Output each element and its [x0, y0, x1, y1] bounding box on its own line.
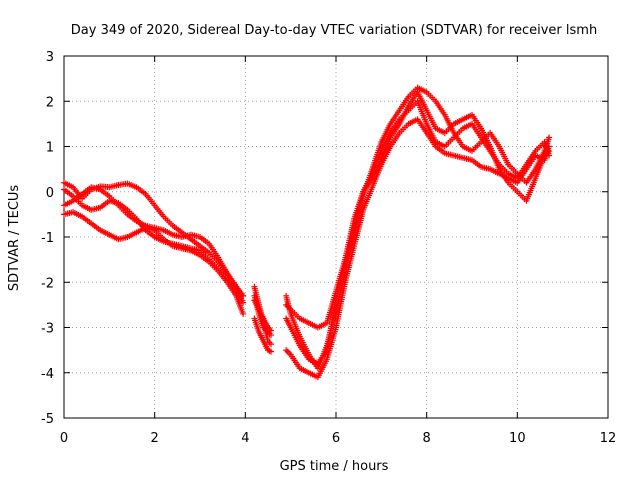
data-point [240, 299, 247, 306]
data-point [546, 134, 553, 141]
y-tick-label: 2 [46, 95, 54, 110]
x-tick-label: 8 [423, 431, 431, 446]
y-tick-label: -5 [41, 412, 54, 427]
x-tick-label: 10 [509, 431, 526, 446]
data-point [546, 148, 553, 155]
x-axis-label: GPS time / hours [280, 459, 389, 474]
chart-title: Day 349 of 2020, Sidereal Day-to-day VTE… [71, 23, 597, 38]
y-tick-label: -1 [41, 231, 54, 246]
x-tick-label: 6 [332, 431, 340, 446]
y-tick-label: 0 [46, 186, 54, 201]
y-tick-label: 3 [46, 50, 54, 65]
data-point [268, 341, 275, 348]
y-tick-label: -3 [41, 322, 54, 337]
series-track-8 [251, 89, 553, 367]
data-point [240, 292, 247, 299]
data-point [240, 310, 247, 317]
y-tick-label: -4 [41, 367, 54, 382]
x-tick-label: 0 [60, 431, 68, 446]
x-tick-label: 2 [151, 431, 159, 446]
series-track-4 [61, 184, 247, 299]
y-axis-label: SDTVAR / TECUs [7, 185, 22, 292]
x-tick-label: 12 [600, 431, 617, 446]
data-points [61, 84, 553, 381]
data-point [268, 327, 275, 334]
y-tick-label: -2 [41, 276, 54, 291]
data-point [268, 348, 275, 355]
x-tick-label: 4 [241, 431, 249, 446]
y-tick-label: 1 [46, 141, 54, 156]
